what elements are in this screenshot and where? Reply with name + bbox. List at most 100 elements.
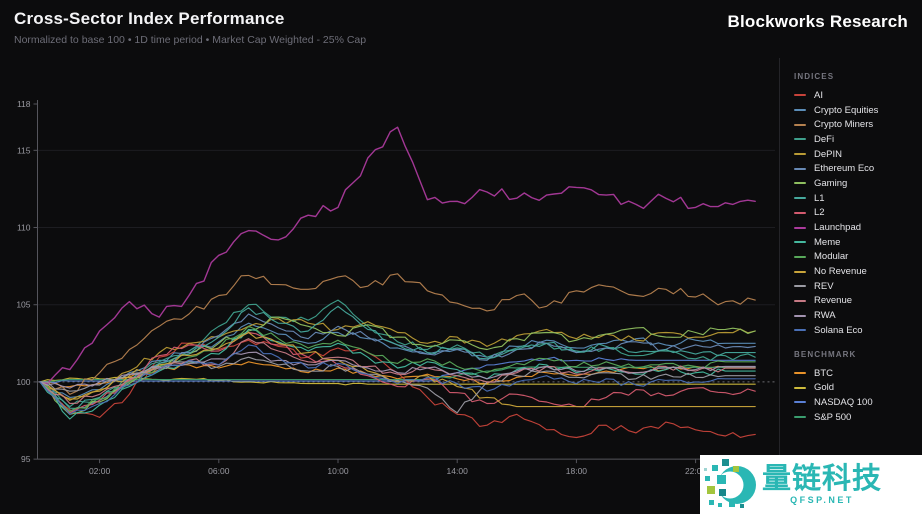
legend-item[interactable]: No Revenue <box>794 264 916 279</box>
legend-swatch <box>794 314 806 317</box>
watermark-pixel-logo-icon <box>704 458 756 508</box>
y-tick-label: 105 <box>16 300 30 310</box>
legend-item-label: Modular <box>814 251 849 263</box>
legend-item-label: S&P 500 <box>814 411 852 423</box>
series-line-nasdaq-100 <box>39 356 756 384</box>
series-line-rwa <box>39 351 756 389</box>
brand-logo: Blockworks Research <box>727 12 908 31</box>
legend-item-label: L2 <box>814 207 825 219</box>
series-line-depin <box>39 318 756 401</box>
legend-item[interactable]: DePIN <box>794 147 916 162</box>
legend-item[interactable]: Launchpad <box>794 220 916 235</box>
legend-swatch <box>794 226 806 229</box>
legend-item[interactable]: Crypto Equities <box>794 103 916 118</box>
legend-item-label: NASDAQ 100 <box>814 396 873 408</box>
y-tick-label: 118 <box>17 99 31 109</box>
y-tick-label: 110 <box>17 223 31 233</box>
legend-item-label: DePIN <box>814 148 842 160</box>
legend-swatch <box>794 241 806 244</box>
series-line-l2 <box>39 331 756 414</box>
performance-line-chart[interactable]: 95 100 105 110 115 118 02:00 06:00 10:00 14:00 18:… <box>0 58 779 514</box>
watermark-text: 量链科技 QFSP.NET <box>762 464 882 505</box>
legend-item[interactable]: Meme <box>794 235 916 250</box>
legend-item-label: Revenue <box>814 295 853 307</box>
x-tick-label: 06:00 <box>208 466 230 476</box>
legend-indices-items: AI Crypto Equities Crypto Miners DeFi DePIN E… <box>794 88 916 338</box>
legend-item-label: Meme <box>814 236 841 248</box>
legend-item-label: RWA <box>814 310 836 322</box>
legend-swatch <box>794 211 806 214</box>
series-line-crypto-miners <box>39 273 756 395</box>
legend-swatch <box>794 182 806 185</box>
legend-swatch <box>794 285 806 288</box>
series-line-ethereum-eco <box>39 313 756 412</box>
legend-swatch <box>794 386 806 389</box>
legend-item[interactable]: Solana Eco <box>794 323 916 338</box>
legend-item-label: DeFi <box>814 133 835 145</box>
x-tick-label: 10:00 <box>327 466 349 476</box>
watermark: 量链科技 QFSP.NET <box>700 455 922 514</box>
legend-item-label: Gold <box>814 382 835 394</box>
x-tick-label: 14:00 <box>447 466 469 476</box>
legend-swatch <box>794 401 806 404</box>
legend-swatch <box>794 329 806 332</box>
legend-swatch <box>794 123 806 126</box>
legend-item-label: L1 <box>814 192 825 204</box>
legend-item[interactable]: DeFi <box>794 132 916 147</box>
x-tick-label: 22:00 <box>685 466 707 476</box>
legend-swatch <box>794 372 806 375</box>
series-line-crypto-equities <box>39 322 756 398</box>
series-line-l1 <box>39 305 756 409</box>
watermark-company-name: 量链科技 <box>762 463 883 495</box>
legend-item[interactable]: L1 <box>794 191 916 206</box>
y-tick-label: 115 <box>17 145 31 155</box>
series-line-defi <box>39 299 756 408</box>
legend-swatch <box>794 197 806 200</box>
legend-swatch <box>794 138 806 141</box>
legend-item[interactable]: Crypto Miners <box>794 117 916 132</box>
legend-swatch <box>794 270 806 273</box>
legend-indices-heading: INDICES <box>794 72 835 81</box>
legend-item[interactable]: Gold <box>794 380 916 395</box>
legend-swatch <box>794 94 806 97</box>
legend-item-label: REV <box>814 280 834 292</box>
y-tick-label: 95 <box>21 454 31 464</box>
legend-item-label: Launchpad <box>814 222 862 234</box>
legend-swatch <box>794 153 806 156</box>
legend-item-label: Crypto Miners <box>814 119 874 131</box>
legend-item[interactable]: Revenue <box>794 294 916 309</box>
legend-item[interactable]: Modular <box>794 250 916 265</box>
legend-item[interactable]: S&P 500 <box>794 410 916 425</box>
legend-item[interactable]: Ethereum Eco <box>794 161 916 176</box>
legend-item-label: Ethereum Eco <box>814 163 875 175</box>
series-line-rev <box>39 356 756 414</box>
legend-item-label: Crypto Equities <box>814 104 879 116</box>
watermark-site-url: QFSP.NET <box>790 495 854 505</box>
legend-item-label: Solana Eco <box>814 324 863 336</box>
legend-item[interactable]: Gaming <box>794 176 916 191</box>
legend-item[interactable]: BTC <box>794 366 916 381</box>
series-line-launchpad <box>39 126 756 384</box>
legend-item-label: No Revenue <box>814 266 867 278</box>
legend-item[interactable]: NASDAQ 100 <box>794 395 916 410</box>
legend-swatch <box>794 109 806 112</box>
legend-item[interactable]: REV <box>794 279 916 294</box>
legend-swatch <box>794 416 806 419</box>
legend-item-label: BTC <box>814 367 833 379</box>
legend-swatch <box>794 167 806 170</box>
legend-swatch <box>794 255 806 258</box>
legend-item-label: Gaming <box>814 177 848 189</box>
legend-benchmark-items: BTC Gold NASDAQ 100 S&P 500 <box>794 366 916 425</box>
legend-benchmark-heading: BENCHMARK <box>794 349 857 359</box>
legend-item[interactable]: L2 <box>794 206 916 221</box>
x-tick-label: 18:00 <box>566 466 588 476</box>
y-tick-label: 100 <box>16 377 30 387</box>
series-line-meme <box>39 328 756 420</box>
legend-item-label: AI <box>814 89 823 101</box>
legend-item[interactable]: RWA <box>794 308 916 323</box>
series-line-no-revenue <box>39 331 756 408</box>
legend-item[interactable]: AI <box>794 88 916 103</box>
page-title: Cross-Sector Index Performance <box>14 9 285 28</box>
x-tick-label: 02:00 <box>89 466 111 476</box>
